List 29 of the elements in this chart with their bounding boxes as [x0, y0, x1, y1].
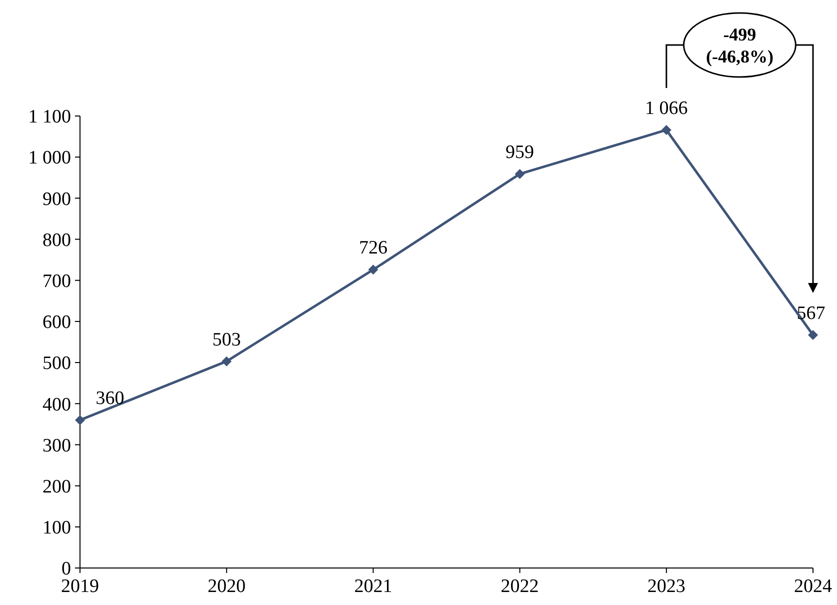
- y-tick-label: 600: [42, 312, 71, 334]
- point: [75, 415, 85, 426]
- y-tick-label: 1 100: [28, 106, 71, 128]
- y-tick-label: 400: [42, 394, 71, 416]
- y-tick-label: 500: [42, 353, 71, 374]
- x-tick-label: 2021: [354, 576, 392, 597]
- y-tick-label: 300: [42, 435, 71, 456]
- text: -499 (-46,8%): [706, 24, 774, 66]
- point: [808, 330, 818, 340]
- point: [368, 264, 378, 275]
- data-label: 503: [212, 329, 241, 350]
- data-label: 567: [796, 303, 826, 324]
- data-label: 726: [358, 238, 388, 259]
- x-tick-label: 2024: [794, 576, 832, 597]
- data-label: 959: [506, 142, 534, 163]
- y-tick-label: 100: [42, 518, 71, 539]
- y-tick-label: 700: [42, 271, 71, 292]
- data-label: 360: [96, 388, 124, 410]
- y-tick-label: 800: [42, 230, 71, 251]
- y-tick-label: 1 000: [28, 148, 71, 169]
- data-label: 1 066: [645, 98, 688, 119]
- x-tick-label: 2022: [500, 576, 539, 597]
- point: [661, 124, 672, 135]
- y-tick-label: 200: [42, 476, 71, 498]
- x-tick-label: 2020: [208, 576, 246, 597]
- point: [222, 356, 232, 366]
- y-tick-label: 900: [42, 188, 71, 210]
- x-tick-label: 2023: [647, 576, 686, 597]
- point: [514, 168, 525, 179]
